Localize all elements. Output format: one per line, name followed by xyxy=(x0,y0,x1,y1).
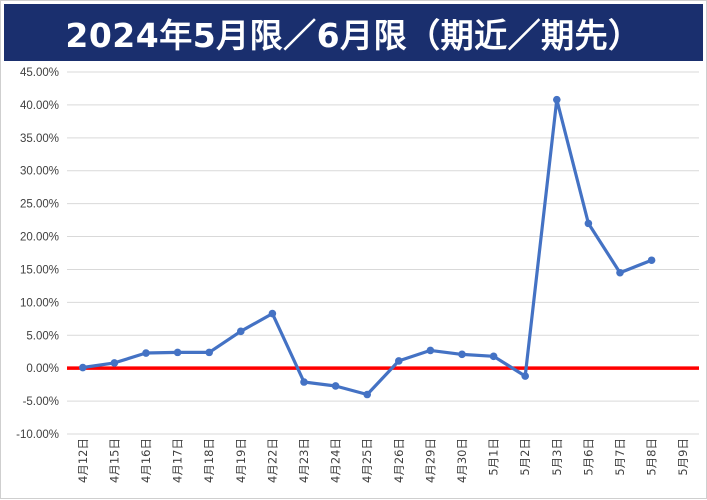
data-point xyxy=(142,349,150,357)
x-tick-label: 4月26日 xyxy=(392,438,406,483)
chart-title: 2024年5月限／6月限（期近／期先） xyxy=(65,15,642,55)
x-tick-label: 4月12日 xyxy=(76,438,90,483)
data-point xyxy=(237,327,245,336)
data-point xyxy=(331,382,340,390)
data-point xyxy=(395,357,403,365)
x-tick-label: 4月22日 xyxy=(265,438,279,483)
data-point xyxy=(79,363,87,372)
x-tick-label: 4月18日 xyxy=(202,438,216,483)
data-point xyxy=(268,309,277,318)
y-tick-label: 20.00% xyxy=(20,232,59,244)
data-point xyxy=(110,359,119,367)
y-tick-label: 45.00% xyxy=(20,67,59,79)
data-point xyxy=(205,348,213,357)
x-tick-label: 5月6日 xyxy=(581,438,595,476)
data-point xyxy=(489,352,498,361)
title-bar: 2024年5月限／6月限（期近／期先） xyxy=(4,4,703,61)
y-tick-label: 15.00% xyxy=(20,264,59,276)
y-tick-label: 10.00% xyxy=(20,297,59,309)
x-tick-label: 4月29日 xyxy=(423,438,437,483)
data-point xyxy=(426,346,435,355)
x-tick-label: 4月15日 xyxy=(107,438,121,483)
y-tick-label: 5.00% xyxy=(26,330,59,342)
data-point xyxy=(553,95,561,104)
x-tick-label: 4月25日 xyxy=(360,438,374,483)
x-tick-label: 5月2日 xyxy=(518,438,532,476)
x-tick-label: 5月3日 xyxy=(550,438,564,476)
series-line xyxy=(82,98,653,397)
data-point xyxy=(616,268,624,277)
data-point xyxy=(647,256,656,265)
x-tick-label: 4月24日 xyxy=(329,438,343,483)
data-point xyxy=(458,350,466,359)
x-tick-label: 5月1日 xyxy=(487,438,501,476)
y-tick-label: 35.00% xyxy=(20,133,59,145)
data-point xyxy=(300,378,308,386)
y-tick-label: 25.00% xyxy=(20,199,59,211)
y-tick-label: 0.00% xyxy=(26,363,59,375)
x-tick-label: 5月7日 xyxy=(613,438,627,476)
data-point xyxy=(584,219,593,228)
x-tick-label: 4月17日 xyxy=(171,438,185,483)
x-tick-label: 4月30日 xyxy=(455,438,469,483)
y-tick-label: 30.00% xyxy=(20,166,59,178)
x-tick-label: 4月16日 xyxy=(139,438,153,483)
x-tick-label: 4月19日 xyxy=(234,438,248,483)
y-tick-label: 40.00% xyxy=(20,100,59,112)
x-tick-label: 5月8日 xyxy=(645,438,659,476)
y-tick-label: -5.00% xyxy=(23,396,59,408)
y-tick-label: -10.00% xyxy=(16,429,59,441)
data-point xyxy=(521,372,529,380)
x-tick-label: 4月23日 xyxy=(297,438,311,483)
data-point xyxy=(363,390,372,399)
data-point xyxy=(173,348,182,357)
x-tick-label: 5月9日 xyxy=(676,438,690,476)
